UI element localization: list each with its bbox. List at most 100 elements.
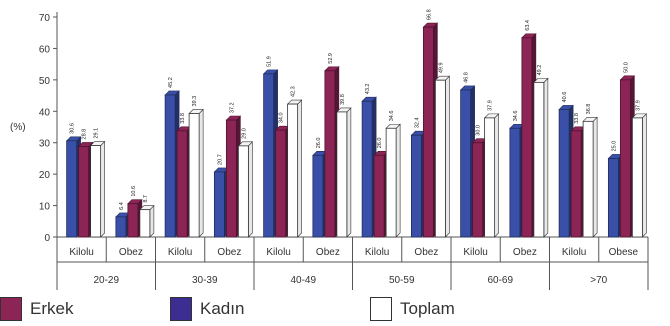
data-label: 39.3 bbox=[192, 96, 198, 107]
data-label: 36.8 bbox=[586, 104, 592, 115]
data-label: 66.8 bbox=[426, 9, 432, 20]
y-tick-label: 60 bbox=[39, 44, 51, 55]
bar-side bbox=[346, 107, 352, 238]
data-label: 37.2 bbox=[229, 102, 235, 113]
data-label: 26.0 bbox=[316, 138, 322, 149]
chart-axes: 0 10 20 30 40 50 60 70 (%) Kilolu Obez Kilolu Obez Ki… bbox=[10, 12, 649, 290]
bar bbox=[460, 89, 472, 238]
y-tick-label: 30 bbox=[39, 139, 51, 150]
bar bbox=[90, 145, 102, 238]
bar-side bbox=[297, 99, 302, 238]
bar bbox=[225, 119, 237, 238]
bar bbox=[66, 140, 78, 238]
bar bbox=[521, 37, 533, 238]
bar-side bbox=[642, 113, 647, 238]
data-label: 30.6 bbox=[70, 123, 76, 134]
x-category-label: Obez bbox=[513, 247, 537, 258]
bar bbox=[533, 81, 545, 238]
bar bbox=[287, 103, 299, 238]
data-label: 8.7 bbox=[143, 195, 149, 203]
data-label: 30.0 bbox=[476, 125, 482, 136]
data-label: 45.2 bbox=[168, 77, 174, 88]
data-label: 39.8 bbox=[340, 94, 346, 105]
bar bbox=[373, 154, 385, 238]
legend-item-toplam: Toplam bbox=[370, 294, 455, 324]
x-group-label: 60-69 bbox=[487, 275, 513, 286]
data-label: 34.6 bbox=[513, 111, 519, 122]
bar bbox=[422, 26, 434, 238]
data-label: 32.4 bbox=[414, 117, 420, 128]
data-label: 46.8 bbox=[464, 72, 470, 83]
data-label: 51.9 bbox=[267, 56, 273, 67]
data-label: 63.4 bbox=[525, 20, 531, 31]
x-category-label: Obez bbox=[414, 247, 438, 258]
x-category-label: Obez bbox=[217, 247, 241, 258]
data-label: 6.4 bbox=[119, 202, 125, 210]
bar bbox=[607, 158, 619, 238]
data-label: 28.8 bbox=[82, 129, 88, 140]
bar bbox=[434, 79, 446, 238]
legend-item-kadin: Kadın bbox=[170, 294, 244, 324]
legend-label-erkek: Erkek bbox=[30, 299, 74, 318]
bar-side bbox=[100, 140, 105, 238]
bar bbox=[509, 127, 521, 238]
legend-swatch-toplam bbox=[370, 297, 392, 321]
x-category-label: Kilolu bbox=[562, 247, 586, 258]
legend-swatch-kadin bbox=[170, 297, 192, 321]
bar bbox=[385, 127, 397, 238]
data-label: 43.2 bbox=[365, 84, 371, 95]
bar bbox=[263, 73, 275, 238]
data-label: 33.8 bbox=[574, 113, 580, 124]
legend-label-toplam: Toplam bbox=[400, 299, 455, 318]
data-label: 49.9 bbox=[438, 62, 444, 73]
bar bbox=[237, 145, 249, 238]
bar bbox=[472, 142, 484, 238]
x-category-label: Kilolu bbox=[168, 247, 192, 258]
y-tick-label: 10 bbox=[39, 202, 51, 213]
legend-swatch-erkek bbox=[0, 297, 22, 321]
x-category-label: Obez bbox=[119, 247, 143, 258]
data-label: 50.0 bbox=[623, 62, 629, 73]
bar bbox=[570, 130, 582, 238]
x-category-label: Kilolu bbox=[463, 247, 487, 258]
data-label: 25.0 bbox=[611, 141, 617, 152]
bar bbox=[213, 171, 225, 238]
bar bbox=[312, 154, 324, 238]
bar bbox=[582, 120, 594, 238]
chart-bars bbox=[65, 22, 648, 238]
data-label: 52.9 bbox=[328, 53, 334, 64]
bar bbox=[139, 209, 151, 238]
bar bbox=[188, 113, 200, 238]
bar bbox=[127, 203, 139, 238]
bar bbox=[336, 111, 348, 238]
bar bbox=[164, 94, 176, 238]
chart-legend: Erkek Kadın Toplam bbox=[0, 294, 670, 324]
data-label: 29.1 bbox=[94, 128, 100, 139]
bar-side bbox=[149, 204, 155, 238]
bar-side bbox=[445, 75, 450, 238]
y-axis-label: (%) bbox=[10, 122, 26, 133]
legend-label-kadin: Kadın bbox=[200, 299, 245, 318]
bar bbox=[558, 109, 570, 238]
chart-labels: 30.6 28.8 29.1 6.4 10.6 8.7 45.2 33.8 39.3 20.7 37… bbox=[70, 9, 642, 210]
bar bbox=[275, 129, 287, 238]
data-label: 34.0 bbox=[279, 112, 285, 123]
x-group-label: 20-29 bbox=[93, 275, 119, 286]
bar-side bbox=[395, 123, 401, 238]
bar bbox=[410, 134, 422, 238]
y-tick-label: 0 bbox=[44, 233, 50, 244]
data-label: 42.3 bbox=[291, 86, 297, 97]
bar-side bbox=[543, 77, 549, 238]
y-tick-label: 20 bbox=[39, 170, 51, 181]
data-label: 26.0 bbox=[377, 138, 383, 149]
data-label: 20.7 bbox=[217, 154, 223, 165]
data-label: 10.6 bbox=[131, 186, 137, 197]
bar-side bbox=[198, 108, 204, 238]
bar bbox=[176, 130, 188, 238]
y-tick-label: 40 bbox=[39, 107, 51, 118]
bar bbox=[484, 117, 496, 238]
data-label: 37.9 bbox=[635, 100, 641, 111]
x-category-label: Obez bbox=[316, 247, 340, 258]
bar bbox=[78, 146, 90, 238]
